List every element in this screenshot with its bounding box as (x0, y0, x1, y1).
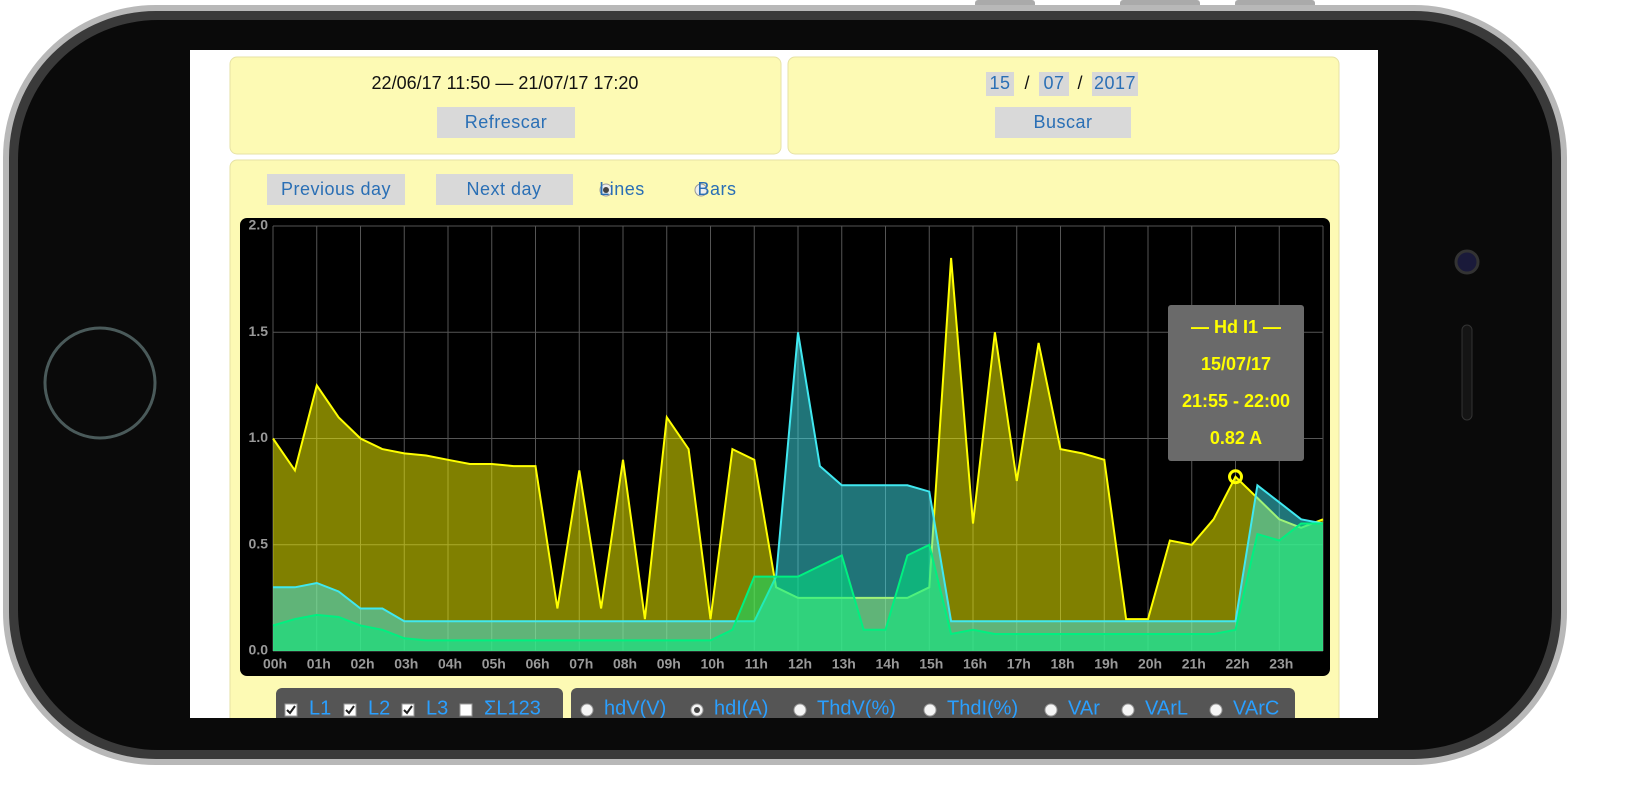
checkmark[interactable] (403, 705, 413, 715)
magnitude-box (571, 688, 1295, 718)
x-tick-label: 06h (525, 656, 549, 672)
x-tick-label: 04h (438, 656, 462, 672)
range-text: 22/06/17 11:50 — 21/07/17 17:20 (372, 73, 639, 93)
radio[interactable] (793, 703, 807, 717)
phase-label[interactable]: L3 (426, 697, 448, 719)
radio-dot[interactable] (694, 707, 700, 713)
radio[interactable] (923, 703, 937, 717)
magnitude-label[interactable]: hdV(V) (604, 697, 666, 719)
y-tick-label: 2.0 (249, 217, 269, 233)
area (273, 332, 1323, 651)
x-tick-label: 17h (1007, 656, 1031, 672)
speaker (1461, 324, 1473, 421)
camera (1454, 249, 1480, 275)
y-tick-label: 0.5 (249, 535, 269, 551)
magnitude-label[interactable]: ThdI(%) (947, 697, 1018, 719)
day-field[interactable] (986, 72, 1014, 96)
year-field[interactable] (1092, 72, 1138, 96)
phase-label[interactable]: L1 (309, 697, 331, 719)
x-tick-label: 03h (394, 656, 418, 672)
search-button[interactable] (995, 107, 1131, 138)
y-tick-label: 0.0 (249, 642, 269, 658)
range-panel (229, 56, 782, 155)
magnitude-label[interactable]: VArC (1233, 697, 1279, 719)
phase-label[interactable]: ΣL123 (484, 697, 541, 719)
x-tick-label: 02h (350, 656, 374, 672)
tooltip-line: 0.82 A (1210, 428, 1262, 448)
radio-dot[interactable] (603, 187, 609, 193)
refresh-button[interactable] (437, 107, 575, 138)
refresh-label[interactable]: Refrescar (465, 112, 548, 132)
line (272, 522, 1323, 642)
x-tick-label: 19h (1094, 656, 1118, 672)
next-label[interactable]: Next day (466, 179, 541, 199)
month-text[interactable]: 07 (1043, 73, 1064, 93)
x-tick-label: 22h (1225, 656, 1249, 672)
tooltip-line: — Hd I1 — (1191, 317, 1281, 337)
x-tick-label: 01h (307, 656, 331, 672)
x-tick-label: 08h (613, 656, 637, 672)
radio[interactable] (580, 703, 594, 717)
magnitude-label[interactable]: hdI(A) (714, 697, 768, 719)
x-tick-label: 16h (963, 656, 987, 672)
prev-button[interactable] (267, 174, 405, 205)
line (273, 332, 1324, 623)
magnitude-label[interactable]: ThdV(%) (817, 697, 896, 719)
tooltip-line: 21:55 - 22:00 (1182, 391, 1290, 411)
x-tick-label: 14h (875, 656, 899, 672)
x-tick-label: 21h (1182, 656, 1206, 672)
x-tick-label: 15h (919, 656, 943, 672)
radio[interactable] (694, 183, 708, 197)
day-text[interactable]: 15 (989, 73, 1010, 93)
area (273, 257, 1323, 651)
mode-label[interactable]: Lines (599, 179, 645, 199)
x-tick-label: 23h (1269, 656, 1293, 672)
radio[interactable] (1209, 703, 1223, 717)
date-panel (787, 56, 1340, 155)
hover-point (1228, 469, 1243, 485)
phase-label[interactable]: L2 (368, 697, 390, 719)
mode-label[interactable]: Bars (697, 179, 736, 199)
separator: / (1077, 73, 1082, 93)
y-tick-label: 1.0 (249, 429, 269, 445)
x-tick-label: 13h (832, 656, 856, 672)
radio[interactable] (1121, 703, 1135, 717)
x-tick-label: 20h (1138, 656, 1162, 672)
checkbox[interactable] (459, 703, 473, 717)
radio[interactable] (1044, 703, 1058, 717)
x-tick-label: 05h (482, 656, 506, 672)
checkmark[interactable] (286, 705, 296, 715)
x-tick-label: 18h (1050, 656, 1074, 672)
prev-label[interactable]: Previous day (281, 179, 391, 199)
chart: 0.0 0.5 1.0 1.5 2.0 00h 01h 02h 03h 04h 05h 06h 07h 0… (249, 217, 1324, 672)
screen: 22/06/17 11:50 — 21/07/17 17:20 Refresca… (190, 50, 1378, 719)
x-tick-label: 07h (569, 656, 593, 672)
separator: / (1024, 73, 1029, 93)
x-tick-label: 10h (700, 656, 724, 672)
tooltip (1168, 305, 1304, 461)
next-button[interactable] (436, 174, 573, 205)
home-button (43, 326, 157, 440)
x-tick-label: 00h (263, 656, 287, 672)
x-tick-label: 12h (788, 656, 812, 672)
x-tick-label: 09h (657, 656, 681, 672)
year-text[interactable]: 2017 (1094, 73, 1136, 93)
checkmark[interactable] (345, 705, 355, 715)
magnitude-label[interactable]: VAr (1068, 697, 1100, 719)
magnitude-label[interactable]: VArL (1145, 697, 1188, 719)
search-label[interactable]: Buscar (1033, 112, 1092, 132)
area (273, 523, 1323, 651)
tooltip-line: 15/07/17 (1201, 354, 1271, 374)
y-tick-label: 1.5 (249, 323, 269, 339)
month-field[interactable] (1039, 72, 1069, 96)
x-tick-label: 11h (745, 656, 768, 672)
